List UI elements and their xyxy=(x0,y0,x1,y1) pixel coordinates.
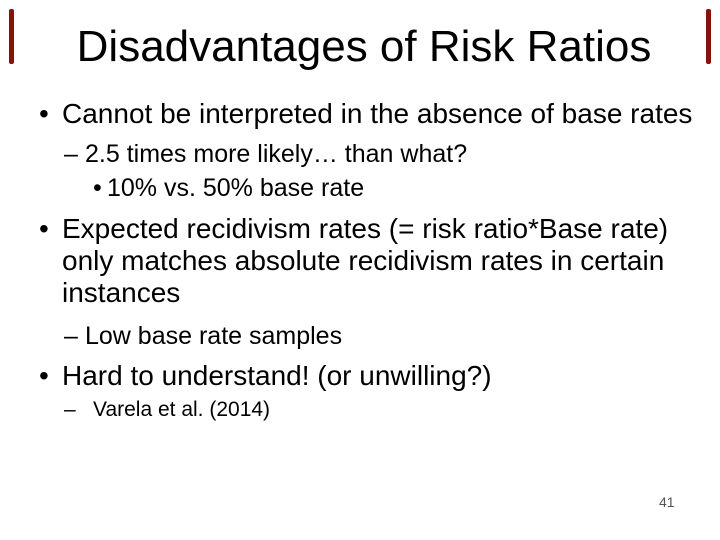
dash-icon: – xyxy=(64,140,78,168)
bullet-text: Cannot be interpreted in the absence of … xyxy=(62,98,693,129)
bullet-text: Hard to understand! (or unwilling?) xyxy=(62,360,492,391)
page-number: 41 xyxy=(659,494,675,510)
bullet-icon: • xyxy=(93,174,102,202)
bullet-icon: • xyxy=(39,98,49,129)
bullet-text: only matches absolute recidivism rates i… xyxy=(62,245,665,276)
sub-sub-bullet-text: 10% vs. 50% base rate xyxy=(107,174,365,202)
sub-bullet-text: 2.5 times more likely… than what? xyxy=(85,140,468,168)
dash-icon: – xyxy=(64,398,76,421)
slide-title: Disadvantages of Risk Ratios xyxy=(76,22,652,71)
bullet-text: Expected recidivism rates (= risk ratio*… xyxy=(62,213,669,244)
bullet-icon: • xyxy=(39,360,49,391)
bullet-text: instances xyxy=(62,277,181,308)
sub-bullet-text: Low base rate samples xyxy=(85,322,343,350)
slide-accent-mark-right xyxy=(706,9,711,64)
dash-icon: – xyxy=(64,322,78,350)
bullet-icon: • xyxy=(39,213,49,244)
citation-text: Varela et al. (2014) xyxy=(93,398,271,421)
slide-accent-mark-left xyxy=(9,9,14,64)
